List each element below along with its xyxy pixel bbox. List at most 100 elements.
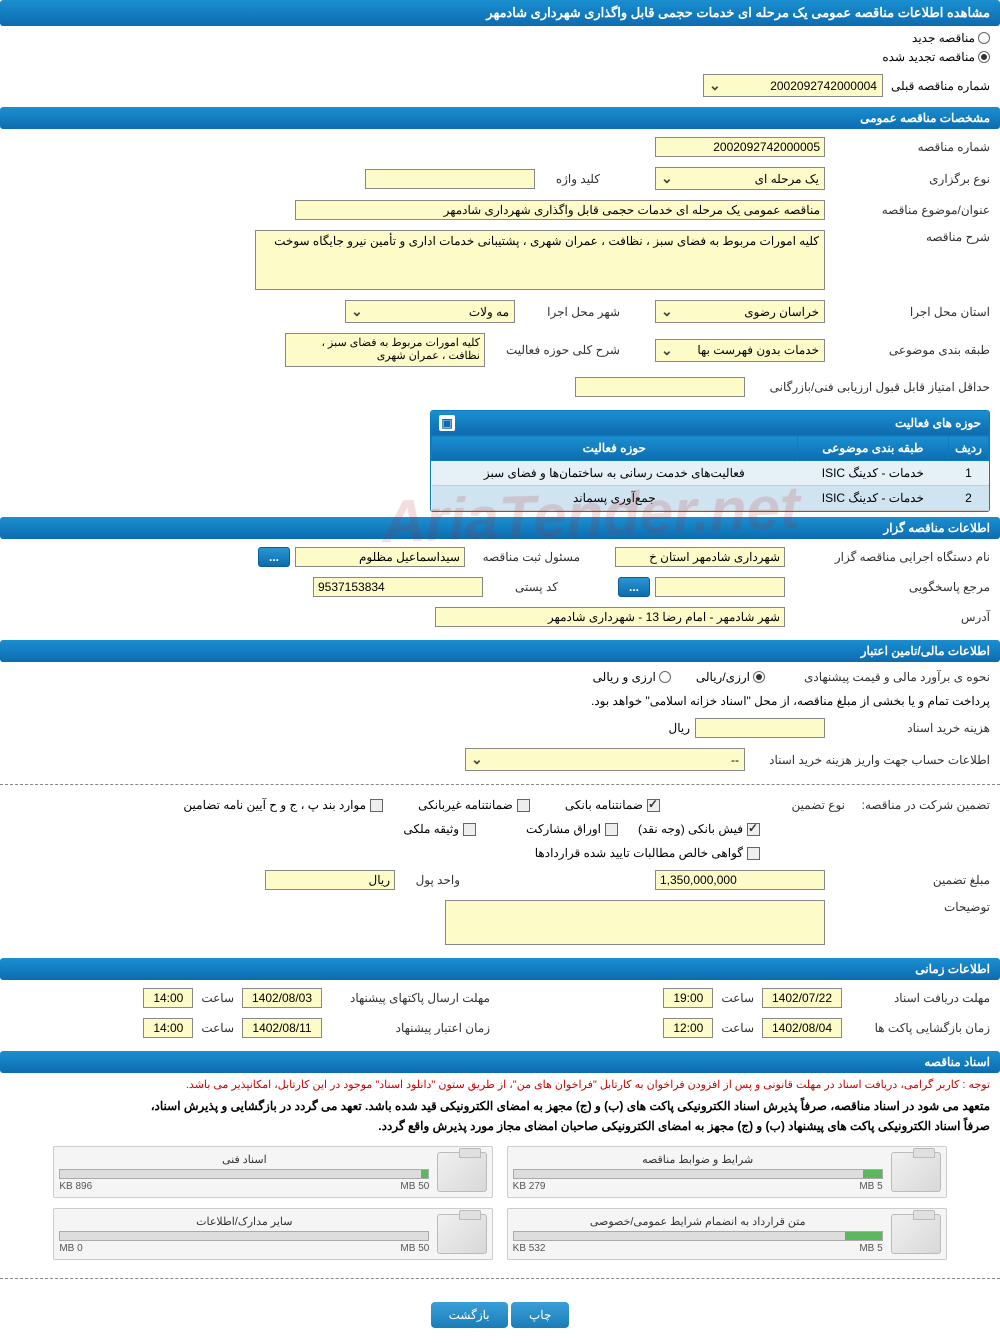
doc-panel-4: سایر مدارک/اطلاعات 50 MB0 MB xyxy=(53,1208,493,1260)
prev-tender-label: شماره مناقصه قبلی xyxy=(891,79,990,93)
folder-icon xyxy=(891,1152,941,1192)
cell: خدمات - کدینگ ISIC xyxy=(797,486,948,511)
activity-scope-label: شرح کلی حوزه فعالیت xyxy=(490,343,620,357)
folder-icon xyxy=(437,1152,487,1192)
org-field: شهرداری شادمهر استان خ xyxy=(615,547,785,567)
province-dropdown[interactable]: خراسان رضوی xyxy=(655,300,825,323)
account-info-label: اطلاعات حساب جهت واریز هزینه خرید اسناد xyxy=(750,753,990,767)
time-label-2: ساعت xyxy=(201,991,234,1005)
min-score-field xyxy=(575,377,745,397)
open-label: زمان بازگشایی پاکت ها xyxy=(850,1021,990,1035)
doc-used-2: 896 KB xyxy=(59,1181,92,1192)
regulation-checkbox[interactable] xyxy=(370,799,383,812)
general-section-header: مشخصات مناقصه عمومی xyxy=(0,107,1000,129)
bonds-checkbox[interactable] xyxy=(605,823,618,836)
min-score-label: حداقل امتیاز قابل قبول ارزیابی فنی/بازرگ… xyxy=(750,380,990,394)
description-label: شرح مناقصه xyxy=(830,230,990,244)
payment-note: پرداخت تمام و یا بخشی از مبلغ مناقصه، از… xyxy=(591,694,990,708)
activity-scope-field: کلیه امورات مربوط به فضای سبز ، نظافت ، … xyxy=(285,333,485,367)
activity-table-panel: حوزه های فعالیت ▣ ردیف طبقه بندی موضوعی … xyxy=(430,410,990,512)
new-tender-label: مناقصه جدید xyxy=(912,31,975,45)
tender-number-label: شماره مناقصه xyxy=(830,140,990,154)
table-row: 2 خدمات - کدینگ ISIC جمع‌آوری پسماند xyxy=(432,486,989,511)
postal-field: 9537153834 xyxy=(313,577,483,597)
doc-total-3: 5 MB xyxy=(859,1243,882,1254)
address-field: شهر شادمهر - امام رضا 13 - شهرداری شادمه… xyxy=(435,607,785,627)
currency-option-a-radio[interactable] xyxy=(753,671,765,683)
currency-option-b-radio[interactable] xyxy=(659,671,671,683)
new-tender-radio[interactable] xyxy=(978,32,990,44)
doc-panel-2: اسناد فنی 50 MB896 KB xyxy=(53,1146,493,1198)
net-claims-checkbox[interactable] xyxy=(747,847,760,860)
doc-panel-1: شرایط و ضوابط مناقصه 5 MB279 KB xyxy=(507,1146,947,1198)
bonds-label: اوراق مشارکت xyxy=(526,822,601,836)
timing-section-header: اطلاعات زمانی xyxy=(0,958,1000,980)
doc-cost-label: هزینه خرید اسناد xyxy=(830,721,990,735)
doc-title-4: سایر مدارک/اطلاعات xyxy=(59,1215,429,1228)
prev-tender-dropdown[interactable]: 2002092742000004 xyxy=(703,74,883,97)
doc-used-3: 532 KB xyxy=(513,1243,546,1254)
activity-table-title: حوزه های فعالیت xyxy=(895,416,981,430)
city-label: شهر محل اجرا xyxy=(520,305,620,319)
cell: خدمات - کدینگ ISIC xyxy=(797,461,948,486)
holding-type-dropdown[interactable]: یک مرحله ای xyxy=(655,167,825,190)
guarantee-type-label: نوع تضمین xyxy=(685,798,845,812)
estimate-label: نحوه ی برآورد مالی و قیمت پیشنهادی xyxy=(770,670,990,684)
activity-table: ردیف طبقه بندی موضوعی حوزه فعالیت 1 خدما… xyxy=(431,435,989,511)
nonbank-guarantee-label: ضمانتنامه غیربانکی xyxy=(418,798,513,812)
keyword-field xyxy=(365,169,535,189)
address-label: آدرس xyxy=(790,610,990,624)
col-subject-class: طبقه بندی موضوعی xyxy=(797,436,948,461)
progress-bar-4 xyxy=(59,1231,429,1241)
print-button[interactable]: چاپ xyxy=(511,1302,569,1328)
province-label: استان محل اجرا xyxy=(830,305,990,319)
amount-field: 1,350,000,000 xyxy=(655,870,825,890)
responder-label: مرجع پاسخگویی xyxy=(790,580,990,594)
time-label-4: ساعت xyxy=(201,1021,234,1035)
tender-type-radio-group: مناقصه جدید مناقصه تجدید شده xyxy=(0,26,1000,69)
cell: 1 xyxy=(949,461,989,486)
responder-lookup-button[interactable]: ... xyxy=(618,577,650,597)
organizer-section-header: اطلاعات مناقصه گزار xyxy=(0,517,1000,539)
keyword-label: کلید واژه xyxy=(540,172,600,186)
page-title: مشاهده اطلاعات مناقصه عمومی یک مرحله ای … xyxy=(0,0,1000,26)
city-dropdown[interactable]: مه ولات xyxy=(345,300,515,323)
notice-2: صرفاً اسناد الکترونیکی پاکت های پیشنهاد … xyxy=(0,1116,1000,1136)
cell: جمع‌آوری پسماند xyxy=(432,486,798,511)
validity-time: 14:00 xyxy=(143,1018,193,1038)
tender-number-field: 2002092742000005 xyxy=(655,137,825,157)
net-claims-label: گواهی خالص مطالبات تایید شده قراردادها xyxy=(535,846,743,860)
property-checkbox[interactable] xyxy=(463,823,476,836)
progress-bar-2 xyxy=(59,1169,429,1179)
bank-guarantee-checkbox[interactable] xyxy=(647,799,660,812)
validity-label: زمان اعتبار پیشنهاد xyxy=(330,1021,490,1035)
open-time: 12:00 xyxy=(663,1018,713,1038)
registrar-field: سیداسماعیل مظلوم xyxy=(295,547,465,567)
receive-time: 19:00 xyxy=(663,988,713,1008)
bank-guarantee-label: ضمانتنامه بانکی xyxy=(565,798,643,812)
cell: 2 xyxy=(949,486,989,511)
renewed-tender-radio[interactable] xyxy=(978,51,990,63)
collapse-icon[interactable]: ▣ xyxy=(439,415,455,431)
documents-section-header: اسناد مناقصه xyxy=(0,1051,1000,1073)
send-label: مهلت ارسال پاکتهای پیشنهاد xyxy=(330,991,490,1005)
doc-total-1: 5 MB xyxy=(859,1181,882,1192)
cash-checkbox[interactable] xyxy=(747,823,760,836)
subject-class-dropdown[interactable]: خدمات بدون فهرست بها xyxy=(655,339,825,362)
registrar-label: مسئول ثبت مناقصه xyxy=(470,550,580,564)
notes-field xyxy=(445,900,825,945)
guarantee-label: تضمین شرکت در مناقصه: xyxy=(850,798,990,812)
title-label: عنوان/موضوع مناقصه xyxy=(830,203,990,217)
receive-date: 1402/07/22 xyxy=(762,988,842,1008)
cash-label: فیش بانکی (وجه نقد) xyxy=(638,822,743,836)
registrar-lookup-button[interactable]: ... xyxy=(258,547,290,567)
back-button[interactable]: بازگشت xyxy=(431,1302,508,1328)
progress-bar-1 xyxy=(513,1169,883,1179)
nonbank-guarantee-checkbox[interactable] xyxy=(517,799,530,812)
doc-total-2: 50 MB xyxy=(400,1181,429,1192)
financial-section-header: اطلاعات مالی/تامین اعتبار xyxy=(0,640,1000,662)
validity-date: 1402/08/11 xyxy=(242,1018,322,1038)
time-label-1: ساعت xyxy=(721,991,754,1005)
account-info-dropdown[interactable]: -- xyxy=(465,748,745,771)
table-row: 1 خدمات - کدینگ ISIC فعالیت‌های خدمت رسا… xyxy=(432,461,989,486)
